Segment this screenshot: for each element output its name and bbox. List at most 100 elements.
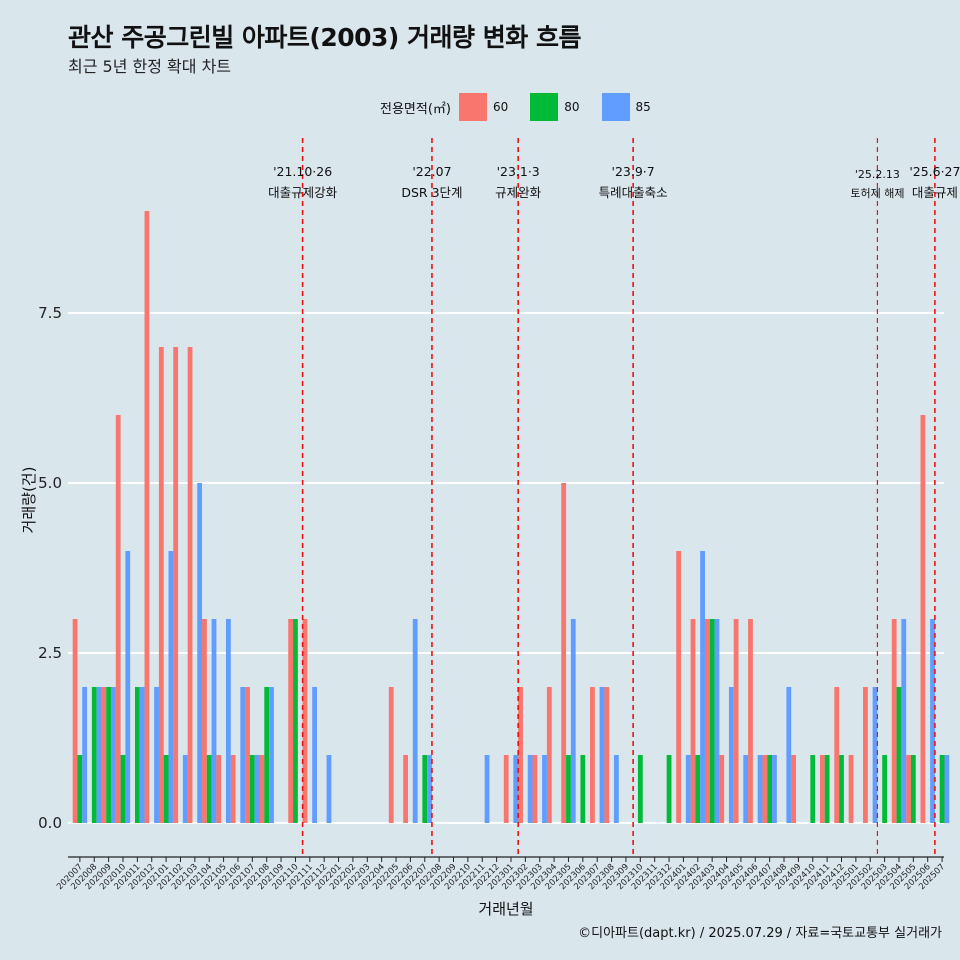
- legend-swatch-80: [530, 93, 559, 121]
- bar-60: [690, 619, 696, 823]
- bar-60: [719, 755, 725, 823]
- bar-60: [733, 619, 739, 823]
- legend-swatch-85: [601, 93, 630, 121]
- bar-80: [264, 687, 270, 823]
- bar-85: [111, 687, 116, 823]
- bar-60: [676, 551, 682, 823]
- legend-label-60: 60: [492, 100, 509, 114]
- bar-80: [637, 755, 643, 823]
- bar-80: [163, 755, 169, 823]
- event-label: 규제완화: [495, 185, 542, 200]
- bar-85: [154, 687, 159, 823]
- event-date: '22.07: [412, 164, 451, 179]
- bar-60: [906, 755, 911, 823]
- bar-60: [834, 687, 840, 823]
- legend: 전용면적(㎡) 60 80 85: [380, 92, 673, 122]
- bar-60: [403, 755, 408, 823]
- bar-60: [891, 619, 897, 823]
- event-label: 특례대출축소: [599, 185, 668, 200]
- bar-80: [77, 755, 83, 823]
- bar-85: [125, 551, 131, 823]
- bar-85: [757, 755, 763, 823]
- bar-85: [96, 687, 102, 823]
- bar-60: [762, 755, 768, 823]
- bar-60: [216, 755, 222, 823]
- bar-85: [168, 551, 174, 823]
- bar-60: [532, 755, 538, 823]
- bar-60: [848, 755, 854, 823]
- bar-80: [580, 755, 586, 823]
- bar-80: [709, 619, 715, 823]
- bar-85: [772, 755, 777, 823]
- bar-80: [566, 755, 571, 823]
- bar-80: [910, 755, 916, 823]
- event-lines: '21.10·26 대출규제강화 '22.07 DSR 3단계 '23.1·3 규제완화 '…: [268, 138, 960, 857]
- legend-title: 전용면적(㎡): [380, 101, 451, 117]
- chart-title: 관산 주공그린빌 아파트(2003) 거래량 변화 흐름: [68, 23, 581, 52]
- bar-85: [412, 619, 418, 823]
- bar-85: [599, 687, 605, 823]
- event-date: '25.6·27: [909, 164, 960, 179]
- bar-60: [518, 687, 523, 823]
- event-date: '23.1·3: [497, 164, 540, 179]
- bar-85: [714, 619, 720, 823]
- bar-80: [695, 755, 701, 823]
- bar-60: [791, 755, 796, 823]
- bar-80: [839, 755, 844, 823]
- bar-85: [872, 687, 878, 823]
- bar-60: [259, 755, 265, 823]
- bar-85: [427, 755, 432, 823]
- event-date: '25.2.13: [855, 168, 900, 181]
- bar-60: [863, 687, 868, 823]
- bar-60: [72, 619, 78, 823]
- bar-85: [944, 755, 950, 823]
- event-label: 대출규제강화: [268, 185, 338, 200]
- bar-60: [561, 483, 567, 823]
- bar-60: [187, 347, 193, 823]
- bar-85: [700, 551, 705, 823]
- bar-80: [249, 755, 255, 823]
- bar-60: [388, 687, 394, 823]
- bar-85: [240, 687, 246, 823]
- bar-80: [896, 687, 902, 823]
- bar-85: [269, 687, 274, 823]
- bar-60: [748, 619, 753, 823]
- chart-subtitle: 최근 5년 한정 확대 차트: [68, 57, 232, 76]
- bar-85: [254, 755, 260, 823]
- bar-60: [302, 619, 308, 823]
- bar-85: [570, 619, 576, 823]
- bars: [72, 211, 950, 823]
- bar-85: [484, 755, 490, 823]
- source-caption: ©디아파트(dapt.kr) / 2025.07.29 / 자료=국토교통부 실…: [578, 926, 942, 941]
- bar-80: [666, 755, 672, 823]
- bar-60: [546, 687, 552, 823]
- bar-80: [91, 687, 97, 823]
- bar-80: [422, 755, 428, 823]
- bar-85: [513, 755, 519, 823]
- bar-85: [743, 755, 749, 823]
- y-tick-label: 7.5: [38, 304, 62, 322]
- y-tick-label: 5.0: [38, 474, 62, 492]
- y-tick-label: 2.5: [38, 644, 62, 662]
- event-label: 대출규제: [912, 185, 958, 200]
- bar-60: [503, 755, 509, 823]
- bar-85: [182, 755, 188, 823]
- bar-85: [728, 687, 734, 823]
- event-label: 토허제 해제: [850, 186, 904, 200]
- bar-85: [901, 619, 907, 823]
- bar-85: [786, 687, 792, 823]
- bar-60: [230, 755, 236, 823]
- x-axis-label: 거래년월: [478, 900, 533, 918]
- bar-60: [604, 687, 610, 823]
- bar-60: [115, 415, 121, 823]
- y-tick-label: 0.0: [38, 814, 62, 832]
- bar-85: [82, 687, 88, 823]
- bar-85: [613, 755, 619, 823]
- bar-85: [527, 755, 533, 823]
- bar-80: [824, 755, 830, 823]
- bar-80: [134, 687, 140, 823]
- bar-80: [810, 755, 816, 823]
- bar-60: [158, 347, 164, 823]
- bar-60: [590, 687, 595, 823]
